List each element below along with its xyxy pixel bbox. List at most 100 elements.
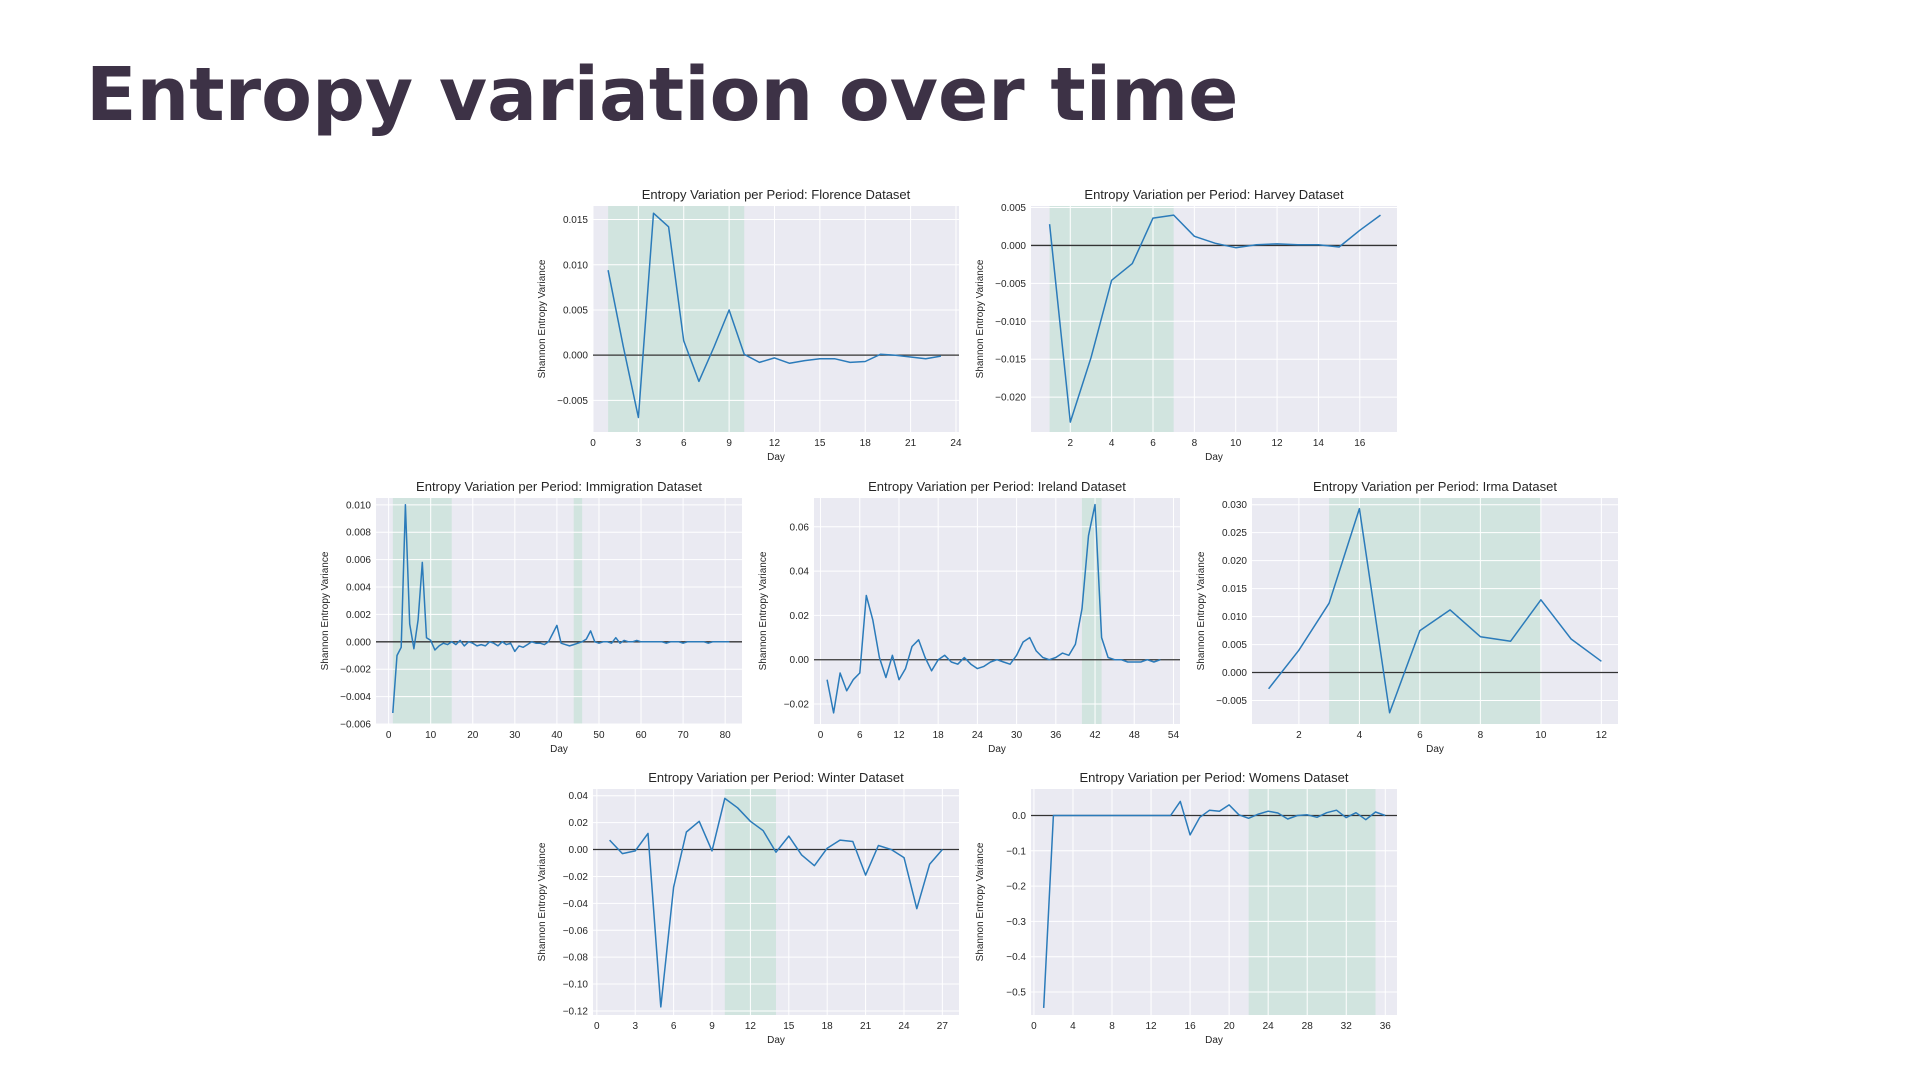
x-axis-label: Day — [1426, 744, 1444, 755]
x-tick-label: 32 — [1341, 1021, 1353, 1032]
y-tick-label: −0.10 — [563, 980, 589, 991]
x-tick-label: 6 — [681, 438, 687, 449]
x-tick-label: 21 — [905, 438, 917, 449]
y-tick-label: 0.000 — [1222, 668, 1247, 679]
y-axis-label: Shannon Entropy Variance — [975, 259, 986, 378]
highlight-band — [573, 498, 583, 724]
y-tick-label: 0.00 — [569, 845, 589, 856]
series-line — [826, 503, 1161, 714]
y-tick-label: −0.06 — [563, 926, 589, 937]
x-tick-label: 18 — [933, 730, 945, 741]
x-tick-label: 18 — [822, 1021, 834, 1032]
plot-background — [814, 498, 1180, 724]
y-tick-label: −0.004 — [340, 692, 371, 703]
x-tick-label: 27 — [937, 1021, 949, 1032]
chart-title: Entropy Variation per Period: Ireland Da… — [868, 479, 1126, 494]
x-tick-label: 15 — [783, 1021, 795, 1032]
x-tick-label: 18 — [860, 438, 872, 449]
y-axis-label: Shannon Entropy Variance — [975, 842, 986, 961]
x-tick-label: 14 — [1313, 438, 1325, 449]
y-tick-label: 0.002 — [346, 610, 371, 621]
x-tick-label: 12 — [769, 438, 781, 449]
y-axis-label: Shannon Entropy Variance — [537, 842, 548, 961]
x-tick-label: 0 — [590, 438, 596, 449]
chart-womens: 0 4 8 12 16 20 24 28 32 36 −0.5 −0.4 −0.3 −0.2 −0.1 0.0… — [975, 770, 1397, 1046]
x-axis-label: Day — [550, 744, 568, 755]
x-tick-label: 2 — [1296, 730, 1302, 741]
y-tick-label: 0.004 — [346, 583, 371, 594]
x-tick-label: 36 — [1380, 1021, 1392, 1032]
x-tick-label: 36 — [1050, 730, 1062, 741]
series-line — [392, 504, 730, 714]
x-tick-label: 0 — [594, 1021, 600, 1032]
x-tick-label: 16 — [1185, 1021, 1197, 1032]
x-tick-label: 8 — [1478, 730, 1484, 741]
x-tick-label: 60 — [635, 730, 647, 741]
highlight-band — [1329, 498, 1541, 724]
x-tick-label: 21 — [860, 1021, 872, 1032]
y-tick-label: −0.006 — [340, 720, 371, 731]
y-tick-label: 0.020 — [1222, 556, 1247, 567]
y-tick-label: −0.02 — [784, 700, 810, 711]
y-tick-label: 0.06 — [790, 522, 810, 533]
x-tick-label: 54 — [1168, 730, 1180, 741]
y-tick-label: 0.005 — [1001, 203, 1026, 214]
series-line — [1042, 800, 1386, 1008]
highlight-band — [1248, 789, 1376, 1015]
x-tick-label: 24 — [898, 1021, 910, 1032]
y-tick-label: 0.015 — [563, 215, 588, 226]
x-tick-label: 50 — [593, 730, 605, 741]
series-line — [1268, 507, 1602, 714]
x-tick-label: 20 — [467, 730, 479, 741]
x-tick-label: 4 — [1070, 1021, 1076, 1032]
y-tick-label: 0.008 — [346, 528, 371, 539]
y-tick-label: −0.2 — [1006, 882, 1026, 893]
series-line — [609, 797, 943, 1008]
chart-title: Entropy Variation per Period: Harvey Dat… — [1084, 187, 1344, 202]
x-axis-label: Day — [767, 1035, 785, 1046]
chart-title: Entropy Variation per Period: Florence D… — [642, 187, 911, 202]
chart-title: Entropy Variation per Period: Winter Dat… — [648, 770, 904, 785]
x-tick-label: 24 — [950, 438, 962, 449]
x-tick-label: 4 — [1357, 730, 1363, 741]
x-tick-label: 12 — [1272, 438, 1284, 449]
y-tick-label: 0.02 — [569, 818, 589, 829]
chart-title: Entropy Variation per Period: Immigratio… — [416, 479, 702, 494]
x-tick-label: 10 — [1535, 730, 1547, 741]
y-tick-label: 0.010 — [346, 500, 371, 511]
y-tick-label: −0.4 — [1006, 952, 1026, 963]
y-tick-label: 0.00 — [790, 655, 810, 666]
chart-harvey: 2 4 6 8 10 12 14 16 −0.020 −0.015 −0.010 −0.005 0.00… — [975, 187, 1397, 463]
y-tick-label: 0.010 — [563, 260, 588, 271]
chart-winter: 0 3 6 9 12 15 18 21 24 27 −0.12 −0.10 −0.08 −0.06 −0.0… — [537, 770, 959, 1046]
y-tick-label: 0.04 — [790, 567, 810, 578]
y-tick-label: 0.030 — [1222, 500, 1247, 511]
x-tick-label: 0 — [818, 730, 824, 741]
x-tick-label: 10 — [425, 730, 437, 741]
y-tick-label: −0.020 — [995, 393, 1026, 404]
x-axis-label: Day — [1205, 1035, 1223, 1046]
y-tick-label: 0.010 — [1222, 612, 1247, 623]
y-tick-label: −0.12 — [563, 1006, 589, 1017]
y-tick-label: 0.005 — [563, 305, 588, 316]
y-tick-label: 0.005 — [1222, 640, 1247, 651]
y-axis-label: Shannon Entropy Variance — [320, 551, 331, 670]
x-tick-label: 20 — [1224, 1021, 1236, 1032]
chart-ireland: 0 6 12 18 24 30 36 42 48 54 −0.02 0.00 0.02 0.04 0.06 E… — [758, 479, 1180, 755]
y-tick-label: 0.04 — [569, 791, 589, 802]
x-tick-label: 9 — [726, 438, 732, 449]
x-tick-label: 2 — [1068, 438, 1074, 449]
y-tick-label: −0.1 — [1006, 846, 1026, 857]
x-tick-label: 15 — [814, 438, 826, 449]
series-line — [1048, 214, 1381, 423]
x-tick-label: 28 — [1302, 1021, 1314, 1032]
x-tick-label: 12 — [893, 730, 905, 741]
x-axis-label: Day — [988, 744, 1006, 755]
x-tick-label: 24 — [972, 730, 984, 741]
chart-immigration: 0 10 20 30 40 50 60 70 80 −0.006 −0.004 −0.002 0.000… — [320, 479, 742, 755]
x-tick-label: 30 — [1011, 730, 1023, 741]
x-tick-label: 24 — [1263, 1021, 1275, 1032]
highlight-band — [608, 206, 745, 432]
x-tick-label: 42 — [1089, 730, 1101, 741]
x-axis-label: Day — [767, 452, 785, 463]
